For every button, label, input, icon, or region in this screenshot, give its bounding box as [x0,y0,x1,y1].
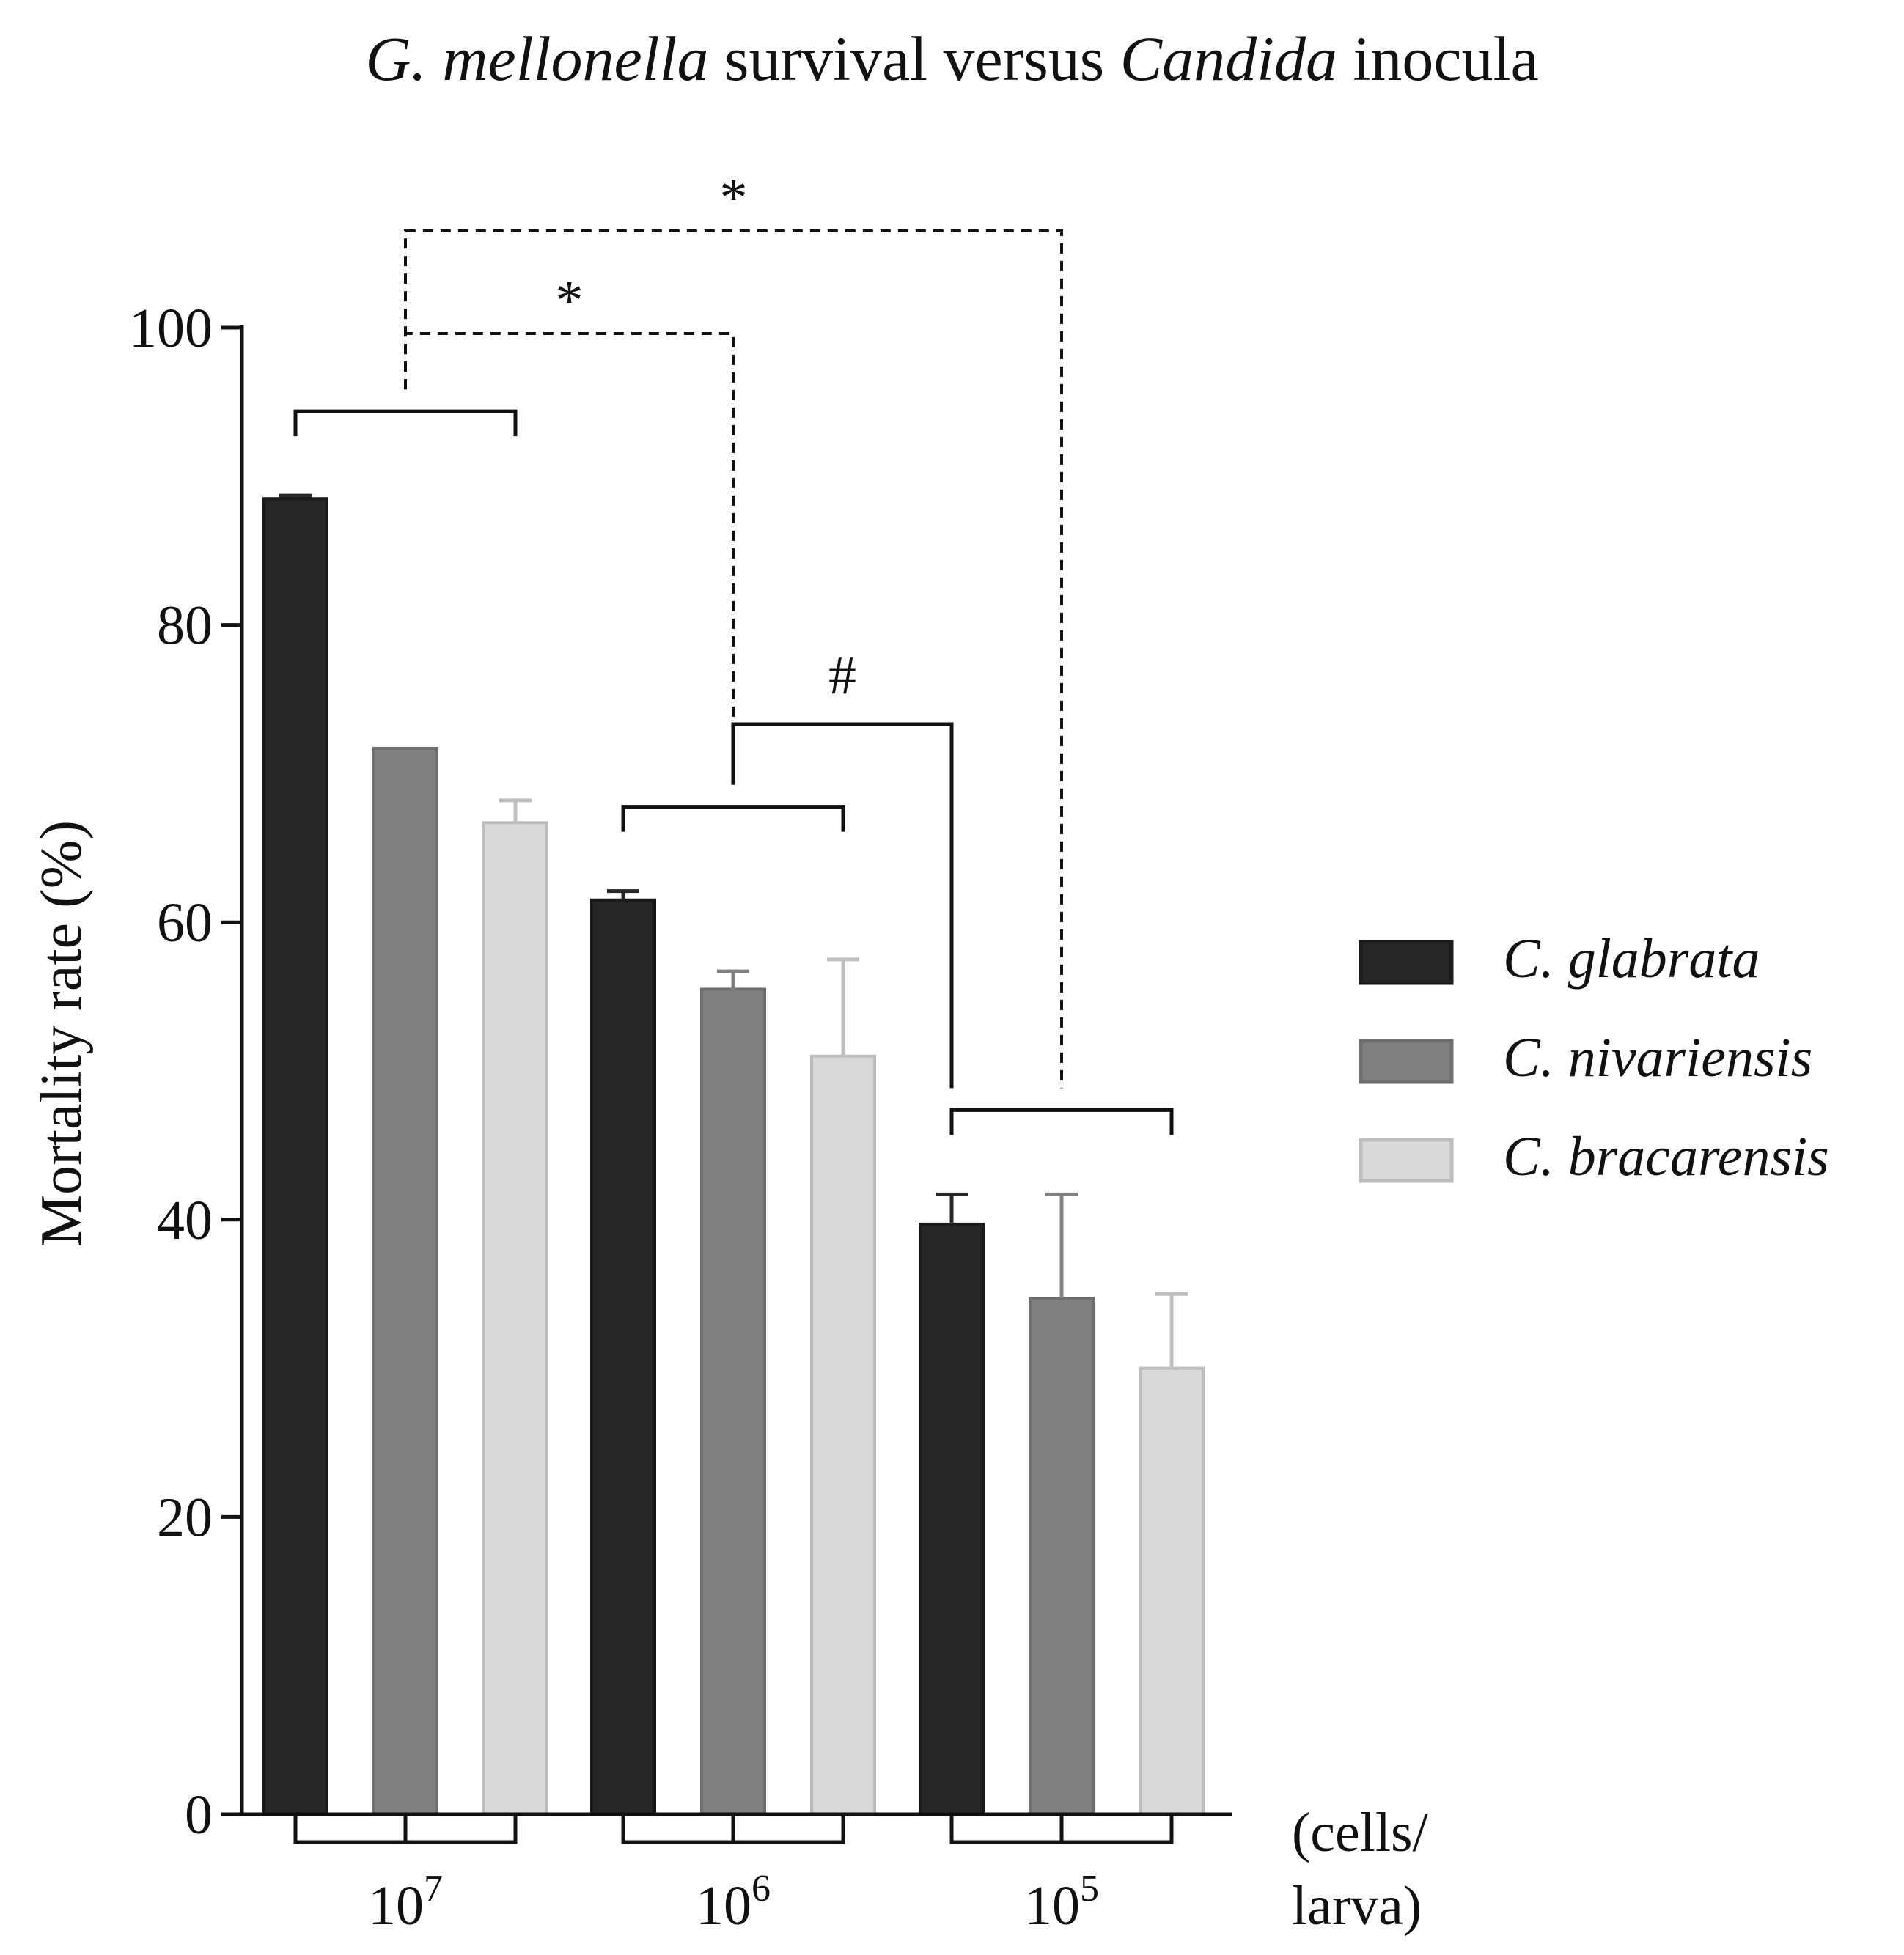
y-tick-label-20: 20 [157,1487,213,1548]
bars-layer [262,497,1205,1816]
legend-swatch-2 [1359,1039,1454,1084]
bar-3-group-1 [482,821,548,1816]
group-bracket-2 [621,805,845,832]
group-bracket-3 [949,1108,1174,1135]
error-bars-layer [279,493,1188,1369]
y-tick-label-60: 60 [157,892,213,954]
significance-label-2: * [720,167,748,229]
bar-2-group-3 [1029,1297,1095,1816]
x-tick-label-3: 105 [1024,1868,1099,1937]
y-tick-label-0: 0 [185,1784,213,1846]
x-tick-label-2: 106 [696,1868,771,1937]
x-unit-label-line-2: larva) [1292,1875,1422,1937]
significance-line-3 [731,722,954,1089]
bar-1-group-2 [590,898,656,1816]
bar-1-group-1 [262,497,328,1816]
title-end: inocula [1337,23,1539,94]
y-tick-label-100: 100 [129,298,213,359]
legend-swatch-1 [1359,940,1454,985]
significance-line-1 [404,332,735,785]
axes-layer: 0 20 40 60 80 100 107 106 105 (cells/larva) [129,298,1429,1937]
bar-2-group-1 [372,746,438,1816]
significance-line-2 [404,229,1063,1089]
title-species: G. mellonella [365,23,709,94]
bar-2-group-2 [700,987,766,1816]
bar-1-group-3 [919,1222,985,1816]
legend: C. glabrata C. nivariensis C. bracarensis [1359,928,1829,1188]
significance-label-3: # [828,644,856,706]
legend-label-3: C. bracarensis [1503,1126,1829,1188]
y-tick-label-40: 40 [157,1190,213,1251]
y-tick-label-80: 80 [157,595,213,657]
legend-swatch-3 [1359,1138,1454,1183]
significance-label-1: * [556,270,584,331]
legend-label-1: C. glabrata [1503,928,1760,990]
x-unit-label-line-1: (cells/ [1292,1802,1429,1863]
x-tick-label-1: 107 [368,1868,443,1937]
chart-title: G. mellonella survival versus Candida in… [0,22,1904,95]
legend-label-2: C. nivariensis [1503,1027,1812,1089]
bar-3-group-3 [1139,1366,1205,1816]
y-axis-label: Mortality rate (%) [29,820,94,1247]
bar-3-group-2 [810,1054,876,1816]
title-middle: survival versus [708,23,1120,94]
title-genus: Candida [1120,23,1338,94]
group-bracket-1 [293,409,518,437]
annotations-layer: * * # [293,167,1174,1135]
